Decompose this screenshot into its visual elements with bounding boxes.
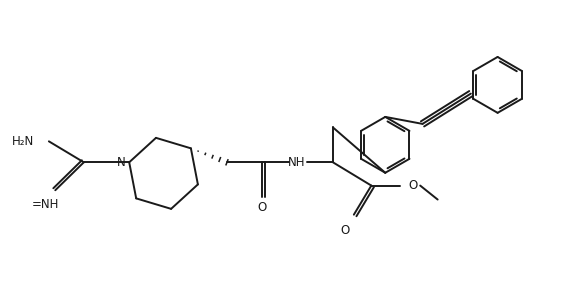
Text: N: N bbox=[117, 156, 126, 169]
Text: NH: NH bbox=[288, 156, 306, 169]
Text: O: O bbox=[257, 201, 267, 214]
Text: H₂N: H₂N bbox=[12, 135, 34, 148]
Text: =NH: =NH bbox=[31, 198, 59, 211]
Text: O: O bbox=[340, 224, 349, 237]
Text: O: O bbox=[409, 179, 418, 192]
